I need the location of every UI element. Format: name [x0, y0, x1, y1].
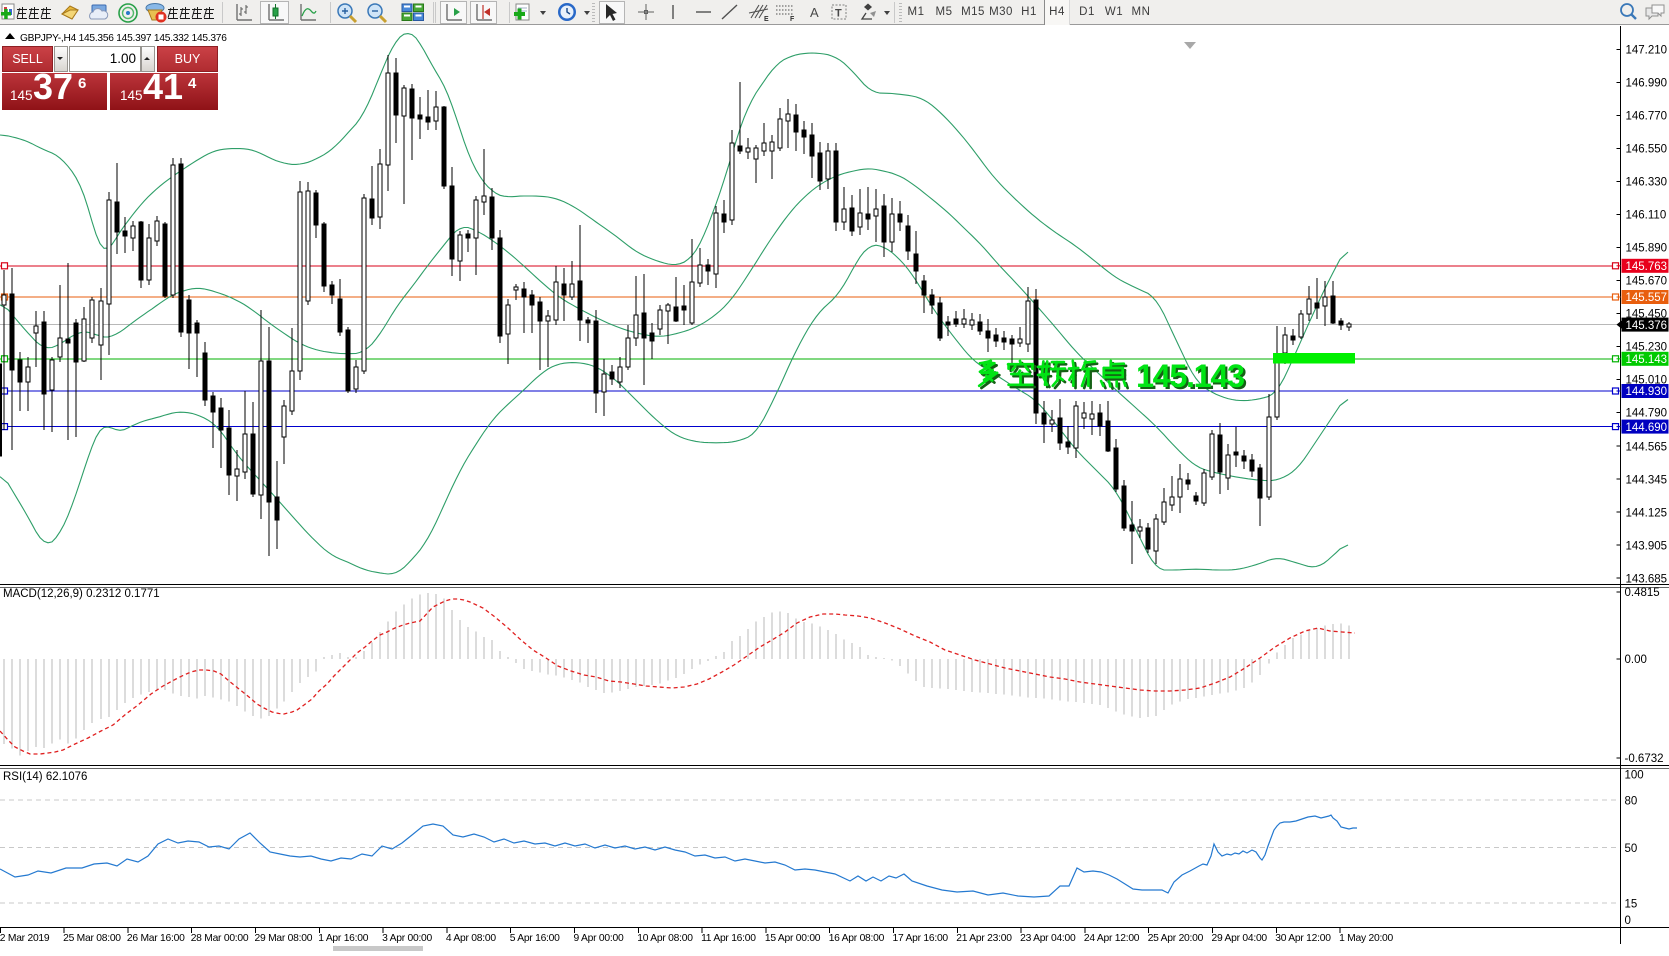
svg-text:144.790: 144.790	[1626, 408, 1668, 420]
svg-text:10 Apr 08:00: 10 Apr 08:00	[637, 933, 693, 944]
svg-text:15 Apr 00:00: 15 Apr 00:00	[765, 933, 821, 944]
svg-text:28 Mar 00:00: 28 Mar 00:00	[191, 933, 249, 944]
svg-text:29 Mar 08:00: 29 Mar 08:00	[255, 933, 313, 944]
svg-text:29 Apr 04:00: 29 Apr 04:00	[1212, 933, 1268, 944]
svg-text:9 Apr 00:00: 9 Apr 00:00	[574, 933, 624, 944]
svg-text:145.376: 145.376	[1626, 320, 1668, 332]
svg-text:145.670: 145.670	[1626, 276, 1668, 288]
svg-text:144.690: 144.690	[1626, 422, 1668, 434]
svg-text:T: T	[835, 8, 842, 20]
svg-text:3 Apr 00:00: 3 Apr 00:00	[382, 933, 432, 944]
svg-text:15: 15	[1625, 898, 1638, 910]
svg-text:145.890: 145.890	[1626, 243, 1668, 255]
svg-text:25 Apr 20:00: 25 Apr 20:00	[1148, 933, 1204, 944]
svg-text:1 May 20:00: 1 May 20:00	[1339, 933, 1393, 944]
svg-text:GBPJPY-,H4 145.356 145.397 145: GBPJPY-,H4 145.356 145.397 145.332 145.3…	[20, 33, 227, 44]
svg-text:145.010: 145.010	[1626, 375, 1668, 387]
svg-text:80: 80	[1625, 795, 1638, 807]
svg-text:146.990: 146.990	[1626, 78, 1668, 90]
svg-text:F: F	[790, 16, 795, 23]
svg-text:25 Mar 08:00: 25 Mar 08:00	[63, 933, 121, 944]
svg-text:0.00: 0.00	[1625, 654, 1647, 666]
svg-text:A: A	[810, 5, 819, 20]
svg-text:11 Apr 16:00: 11 Apr 16:00	[701, 933, 756, 944]
svg-text:22 Mar 2019: 22 Mar 2019	[0, 933, 50, 944]
svg-text:0.4815: 0.4815	[1625, 587, 1660, 599]
svg-text:146.110: 146.110	[1626, 210, 1667, 222]
svg-text:30 Apr 12:00: 30 Apr 12:00	[1275, 933, 1331, 944]
svg-text:17 Apr 16:00: 17 Apr 16:00	[893, 933, 949, 944]
svg-text:145.143: 145.143	[1626, 354, 1668, 366]
svg-text:100: 100	[1625, 770, 1644, 782]
svg-text:145.230: 145.230	[1626, 342, 1668, 354]
svg-text:143.905: 143.905	[1626, 540, 1668, 552]
svg-text:144.930: 144.930	[1626, 386, 1668, 398]
svg-text:146.550: 146.550	[1626, 144, 1668, 156]
svg-text:5 Apr 16:00: 5 Apr 16:00	[510, 933, 560, 944]
svg-text:144.345: 144.345	[1626, 474, 1668, 486]
svg-text:146.330: 146.330	[1626, 177, 1668, 189]
svg-text:144.565: 144.565	[1626, 441, 1668, 453]
svg-text:144.125: 144.125	[1626, 507, 1668, 519]
svg-text:MACD(12,26,9) 0.2312 0.1771: MACD(12,26,9) 0.2312 0.1771	[3, 588, 160, 600]
svg-text:147.210: 147.210	[1626, 45, 1668, 57]
svg-text:23 Apr 04:00: 23 Apr 04:00	[1020, 933, 1076, 944]
svg-text:24 Apr 12:00: 24 Apr 12:00	[1084, 933, 1140, 944]
svg-text:50: 50	[1625, 843, 1638, 855]
svg-text:1 Apr 16:00: 1 Apr 16:00	[318, 933, 368, 944]
svg-text:145.143: 145.143	[1138, 360, 1246, 396]
svg-text:145.763: 145.763	[1626, 261, 1668, 273]
svg-text:146.770: 146.770	[1626, 111, 1668, 123]
svg-text:21 Apr 23:00: 21 Apr 23:00	[956, 933, 1012, 944]
svg-text:4 Apr 08:00: 4 Apr 08:00	[446, 933, 496, 944]
svg-text:143.685: 143.685	[1626, 573, 1668, 585]
svg-text:E: E	[764, 16, 769, 23]
svg-text:-0.6732: -0.6732	[1625, 753, 1664, 765]
svg-text:26 Mar 16:00: 26 Mar 16:00	[127, 933, 185, 944]
svg-text:16 Apr 08:00: 16 Apr 08:00	[829, 933, 885, 944]
svg-text:145.557: 145.557	[1626, 292, 1668, 304]
svg-text:145.143: 145.143	[1136, 358, 1244, 394]
svg-text:0: 0	[1625, 915, 1631, 927]
svg-text:RSI(14) 62.1076: RSI(14) 62.1076	[3, 771, 87, 783]
